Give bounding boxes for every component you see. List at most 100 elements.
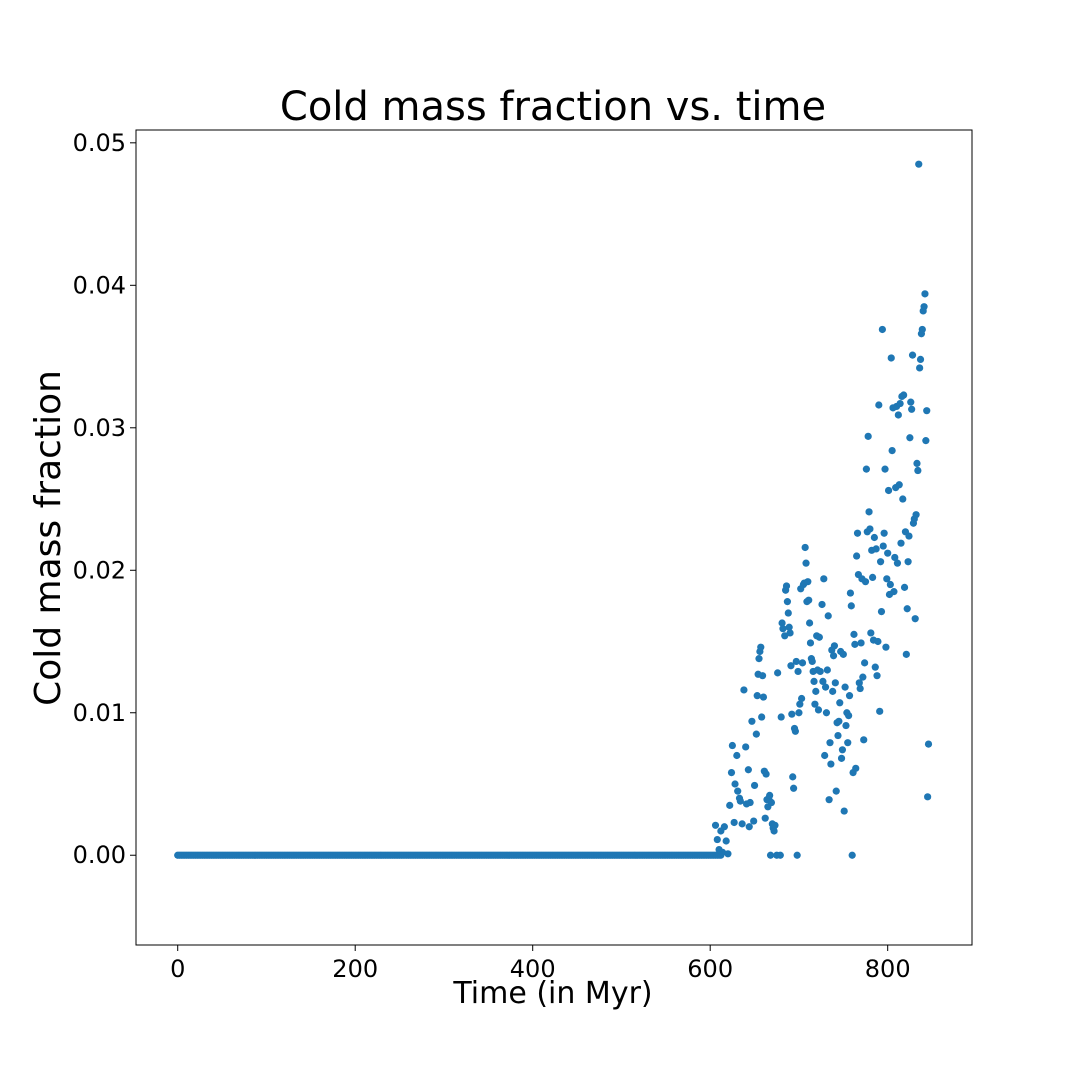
- data-point: [834, 731, 842, 740]
- data-point: [736, 797, 744, 805]
- data-point: [836, 699, 844, 707]
- data-point: [842, 721, 850, 730]
- data-point: [793, 851, 801, 859]
- data-point: [794, 667, 802, 676]
- data-point: [767, 798, 776, 807]
- data-point: [802, 559, 810, 567]
- data-point: [761, 814, 769, 822]
- data-point: [904, 558, 912, 566]
- x-axis-title: Time (in Myr): [452, 976, 652, 1011]
- data-point: [758, 672, 767, 680]
- data-point: [908, 351, 917, 359]
- data-point: [880, 529, 888, 537]
- data-point: [787, 662, 795, 670]
- data-point: [894, 411, 902, 419]
- data-point: [778, 619, 786, 627]
- points-layer: [174, 160, 933, 859]
- data-point: [726, 801, 734, 809]
- data-point: [887, 354, 895, 362]
- x-tick-label: 200: [332, 955, 378, 983]
- data-point: [824, 612, 832, 620]
- y-tick-label: 0.03: [73, 414, 126, 442]
- x-tick-label: 600: [687, 955, 733, 983]
- data-point: [899, 495, 907, 503]
- data-point: [827, 760, 835, 768]
- data-point: [882, 643, 890, 651]
- data-point: [835, 717, 843, 725]
- data-point: [878, 325, 886, 334]
- data-point: [845, 712, 853, 720]
- data-point: [766, 851, 775, 859]
- data-point: [816, 667, 824, 676]
- data-point: [865, 508, 873, 516]
- data-point: [869, 573, 877, 582]
- data-point: [905, 532, 913, 540]
- data-point: [790, 784, 798, 792]
- data-point: [825, 796, 833, 804]
- data-point: [720, 823, 728, 831]
- data-point: [847, 602, 855, 610]
- y-tick-label: 0.04: [73, 271, 126, 299]
- data-point: [895, 481, 903, 489]
- data-point: [821, 751, 829, 760]
- data-point: [914, 466, 922, 475]
- data-point: [733, 751, 741, 760]
- data-point: [916, 364, 924, 372]
- data-point: [831, 679, 839, 687]
- data-point: [906, 434, 914, 442]
- data-point: [728, 741, 736, 750]
- data-point: [826, 739, 834, 747]
- data-point: [903, 605, 911, 613]
- data-point: [922, 437, 930, 445]
- y-axis: 0.00 0.01 0.02 0.03 0.04 0.05: [73, 129, 136, 869]
- data-point: [870, 533, 878, 542]
- data-point: [876, 707, 884, 715]
- data-point: [900, 391, 908, 399]
- data-point: [784, 609, 792, 617]
- data-point: [897, 539, 905, 547]
- x-tick-label: 400: [510, 955, 556, 983]
- data-point: [814, 706, 823, 714]
- data-point: [875, 401, 883, 409]
- data-point: [748, 717, 756, 725]
- data-point: [711, 821, 720, 829]
- data-point: [821, 683, 830, 691]
- data-point: [877, 607, 886, 616]
- data-point: [853, 552, 861, 560]
- data-point: [744, 766, 752, 774]
- data-point: [805, 619, 814, 627]
- data-point: [861, 578, 870, 586]
- data-point: [757, 643, 765, 651]
- y-tick-label: 0.00: [73, 841, 126, 869]
- data-point: [758, 713, 766, 721]
- data-point: [806, 639, 815, 647]
- data-point: [808, 657, 816, 666]
- data-point: [844, 739, 852, 747]
- x-axis: 0 200 400 600 800: [170, 945, 911, 983]
- data-point: [921, 290, 929, 298]
- data-point: [734, 787, 742, 795]
- data-point: [841, 683, 849, 691]
- data-point: [879, 542, 887, 550]
- data-point: [788, 710, 796, 718]
- data-point: [811, 700, 819, 708]
- data-point: [810, 677, 818, 686]
- data-point: [908, 405, 916, 413]
- data-point: [791, 727, 799, 735]
- data-point: [890, 588, 898, 596]
- data-point: [855, 679, 863, 687]
- data-point: [900, 583, 909, 591]
- data-point: [888, 446, 896, 455]
- data-point: [804, 578, 812, 586]
- data-point: [845, 692, 854, 700]
- data-point: [818, 600, 826, 609]
- data-point: [785, 623, 793, 631]
- data-point: [776, 851, 784, 859]
- data-point: [779, 625, 787, 633]
- data-point: [823, 666, 831, 674]
- data-point: [805, 596, 813, 604]
- data-point: [866, 525, 874, 533]
- data-point: [789, 773, 797, 781]
- data-point: [881, 465, 889, 473]
